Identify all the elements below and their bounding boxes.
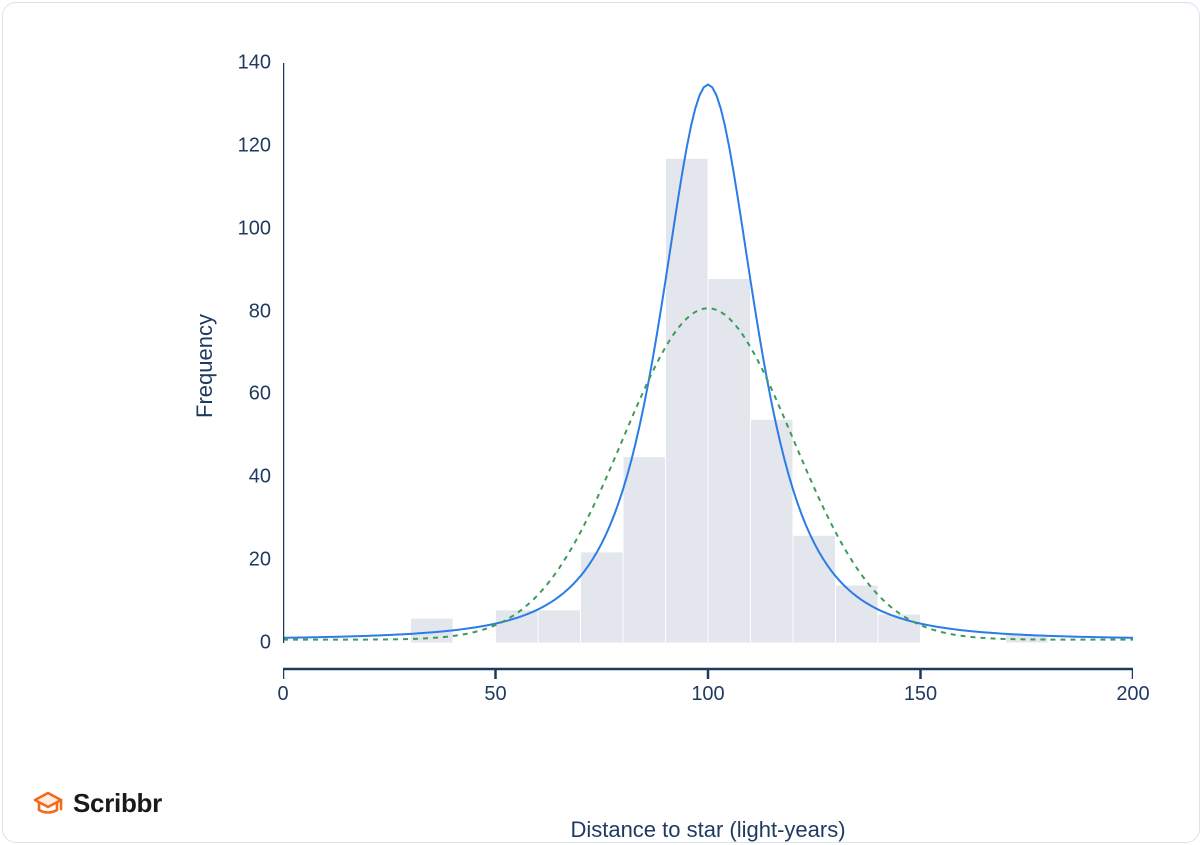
chart-svg [283,63,1133,763]
brand-logo: Scribbr [31,786,162,820]
histogram-bar [836,585,879,643]
x-tick-label: 200 [1116,683,1149,706]
histogram-bar [666,158,709,643]
x-tick-label: 50 [484,683,506,706]
chart-container: 020406080100120140 050100150200 Frequenc… [283,63,1133,763]
y-tick-label: 20 [249,549,271,572]
histogram-bar [623,457,666,643]
y-tick-label: 60 [249,383,271,406]
x-tick-label: 150 [904,683,937,706]
y-axis-label: Frequency [192,314,218,418]
x-axis-label: Distance to star (light-years) [283,817,1133,843]
histogram-bar [538,610,581,643]
brand-text: Scribbr [73,788,162,819]
y-tick-label: 40 [249,466,271,489]
y-tick-label: 120 [238,134,271,157]
scribbr-icon [31,786,65,820]
histogram-bar [496,610,539,643]
y-tick-label: 100 [238,217,271,240]
histogram-bar [581,552,624,643]
histogram-bars [411,158,1049,643]
y-tick-label: 0 [260,632,271,655]
histogram-bar [793,535,836,643]
y-tick-label: 80 [249,300,271,323]
histogram-bar [751,419,794,643]
x-tick-label: 0 [277,683,288,706]
chart-card: 0 20 40 60 80 100 120 140 0 50 100 150 200 Frequenc… [2,2,1200,843]
histogram-bar [708,278,751,643]
y-tick-label: 140 [238,52,271,75]
x-tick-label: 100 [691,683,724,706]
